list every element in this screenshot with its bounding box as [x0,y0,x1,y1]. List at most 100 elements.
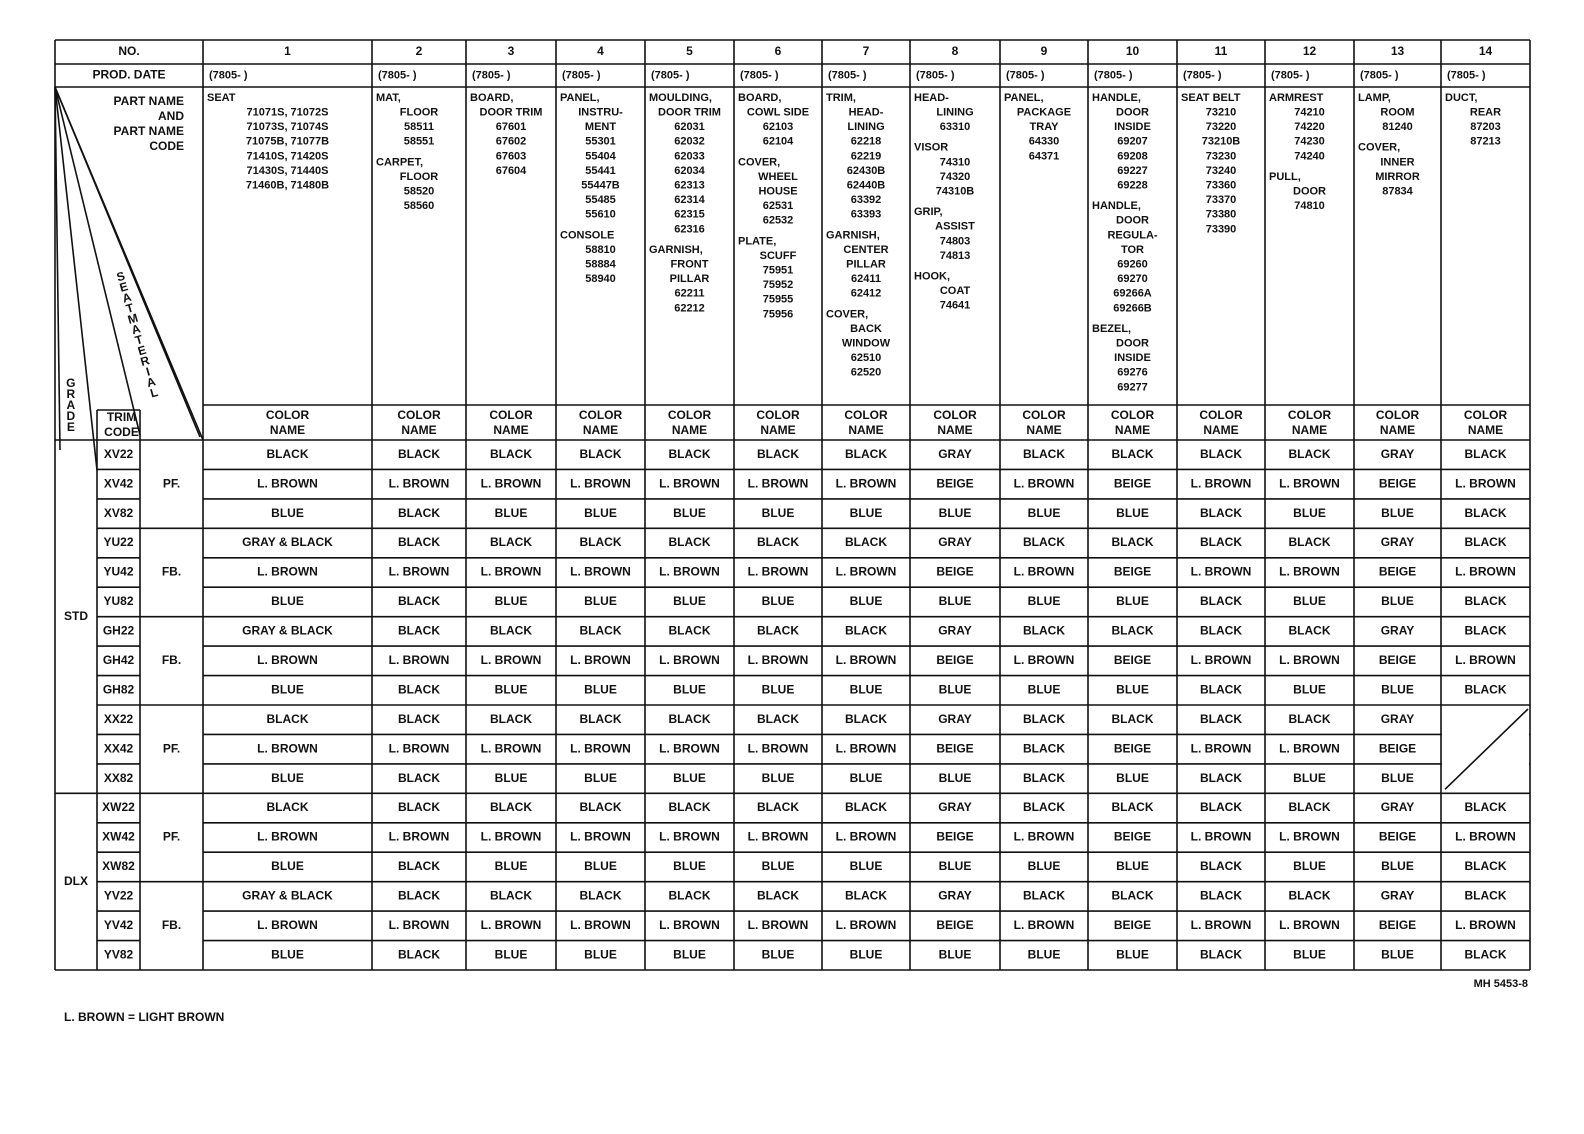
color-cell: BEIGE [1379,830,1416,844]
part-text: 69207 [1117,136,1148,148]
color-cell: BLUE [1381,594,1414,608]
part-text: BACK [850,323,882,335]
part-text: INSIDE [1114,352,1151,364]
color-cell: BLACK [267,712,309,726]
part-text: 63393 [851,209,882,221]
part-text: COVER, [738,156,780,168]
part-text: HEAD- [914,92,949,104]
color-cell: L. BROWN [1191,741,1252,755]
part-text: 74240 [1294,150,1325,162]
part-text: SCUFF [760,250,797,262]
rule [54,86,61,451]
color-cell: L. BROWN [389,565,450,579]
color-cell: BLUE [1381,771,1414,785]
prod-date: (7805- ) [740,69,779,81]
color-cell: BLUE [271,594,304,608]
color-cell: BLACK [1289,535,1331,549]
color-cell: BEIGE [1379,653,1416,667]
color-name-header: COLOR [1199,408,1243,422]
color-name-header: COLOR [1376,408,1420,422]
color-cell: BLACK [1289,889,1331,903]
color-cell: BLUE [271,947,304,961]
part-text: DOOR [1293,186,1326,198]
color-cell: L. BROWN [389,741,450,755]
color-cell: BLUE [1293,682,1326,696]
color-cell: L. BROWN [570,918,631,932]
trim-code: XV42 [104,476,134,490]
color-cell: BLACK [1200,859,1242,873]
part-text: 67603 [496,150,527,162]
color-cell: BLUE [762,771,795,785]
color-cell: BEIGE [1114,653,1151,667]
color-cell: BEIGE [936,741,973,755]
part-text: 71071S, 71072S [247,107,329,119]
part-text: 62031 [674,121,705,133]
color-cell: BLACK [398,535,440,549]
color-cell: BLUE [495,947,528,961]
color-name-header: COLOR [1288,408,1332,422]
part-text: 73380 [1206,209,1237,221]
color-cell: BEIGE [1114,476,1151,490]
color-cell: BEIGE [1379,565,1416,579]
rule [54,86,141,436]
color-name-header: NAME [1468,423,1503,437]
prod-date: (7805- ) [562,69,601,81]
part-text: 87203 [1470,121,1501,133]
color-cell: L. BROWN [1191,830,1252,844]
color-cell: L. BROWN [570,476,631,490]
part-text: 62440B [847,180,886,192]
part-text: PACKAGE [1017,107,1071,119]
color-cell: BLUE [1116,947,1149,961]
color-cell: L. BROWN [659,741,720,755]
color-cell: BLACK [580,535,622,549]
part-text: CONSOLE [560,229,614,241]
color-name-header: NAME [1380,423,1415,437]
color-cell: BLUE [673,594,706,608]
color-cell: L. BROWN [1455,565,1516,579]
rule [54,86,201,438]
color-cell: BLUE [939,594,972,608]
color-name-header: NAME [937,423,972,437]
color-cell: BLACK [1465,594,1507,608]
color-cell: BLUE [584,947,617,961]
color-cell: GRAY & BLACK [242,535,333,549]
color-cell: BLACK [1289,624,1331,638]
part-text: FRONT [671,259,709,271]
part-text: PANEL, [560,92,600,104]
part-text: TRAY [1030,121,1060,133]
part-text: HEAD- [849,107,884,119]
part-text: 69270 [1117,273,1148,285]
color-cell: BEIGE [936,653,973,667]
color-cell: BLACK [398,594,440,608]
color-cell: BLACK [267,447,309,461]
color-cell: L. BROWN [836,830,897,844]
part-text: 73210B [1202,136,1241,148]
trim-code: YV22 [104,889,134,903]
part-text: 62313 [674,180,705,192]
color-name-header: COLOR [933,408,977,422]
color-cell: L. BROWN [1279,741,1340,755]
color-cell: BLUE [1116,594,1149,608]
color-cell: BEIGE [1114,565,1151,579]
figure-id: MH 5453-8 [1474,978,1528,990]
prod-date: (7805- ) [1447,69,1486,81]
color-cell: BLUE [495,682,528,696]
color-cell: BLUE [1293,859,1326,873]
color-name-header: NAME [672,423,707,437]
part-text: 69266B [1113,302,1152,314]
part-text: 62034 [674,165,705,177]
color-cell: BLACK [1289,800,1331,814]
color-cell: L. BROWN [1191,565,1252,579]
part-text: 62219 [851,150,882,162]
part-text: 55441 [585,165,616,177]
part-text: MAT, [376,92,401,104]
column-no: 5 [686,44,693,58]
part-text: COAT [940,285,971,297]
color-cell: L. BROWN [836,741,897,755]
part-text: 74641 [940,300,971,312]
column-no: 6 [775,44,782,58]
color-cell: BLUE [1293,947,1326,961]
part-text: 64371 [1029,150,1060,162]
color-cell: L. BROWN [570,830,631,844]
part-text: 62316 [674,223,705,235]
